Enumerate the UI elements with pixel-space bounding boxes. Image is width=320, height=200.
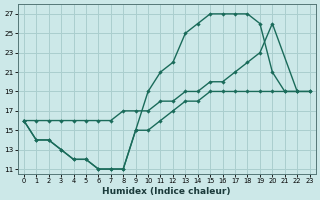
X-axis label: Humidex (Indice chaleur): Humidex (Indice chaleur): [102, 187, 231, 196]
